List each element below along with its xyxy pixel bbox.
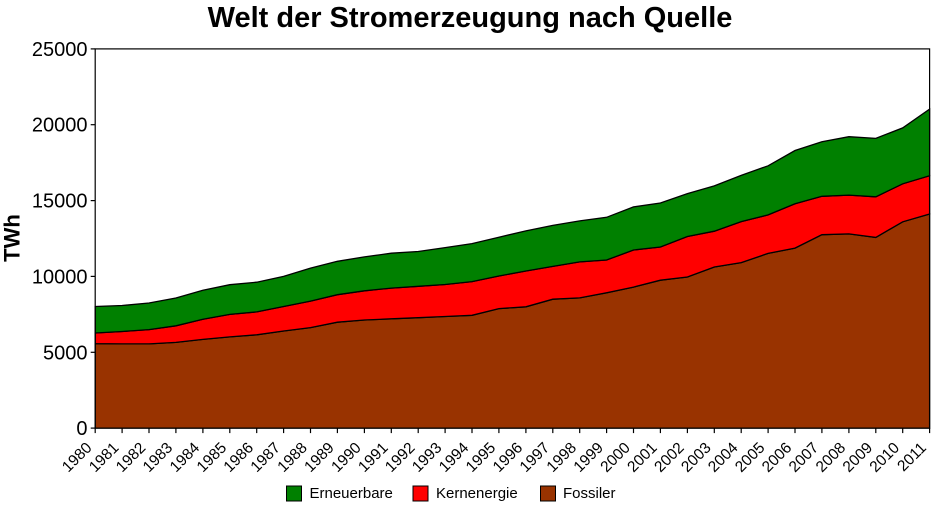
- svg-text:25000: 25000: [32, 39, 88, 61]
- svg-text:TWh: TWh: [0, 214, 25, 262]
- svg-text:20000: 20000: [32, 115, 88, 137]
- svg-text:Erneuerbare: Erneuerbare: [310, 485, 393, 502]
- svg-text:Kernenergie: Kernenergie: [436, 485, 518, 502]
- svg-text:5000: 5000: [43, 342, 88, 364]
- svg-text:10000: 10000: [32, 266, 88, 288]
- svg-text:0: 0: [76, 418, 87, 440]
- svg-text:Welt der Stromerzeugung nach Q: Welt der Stromerzeugung nach Quelle: [208, 2, 733, 34]
- svg-text:15000: 15000: [32, 191, 88, 213]
- svg-text:Fossiler: Fossiler: [563, 485, 616, 502]
